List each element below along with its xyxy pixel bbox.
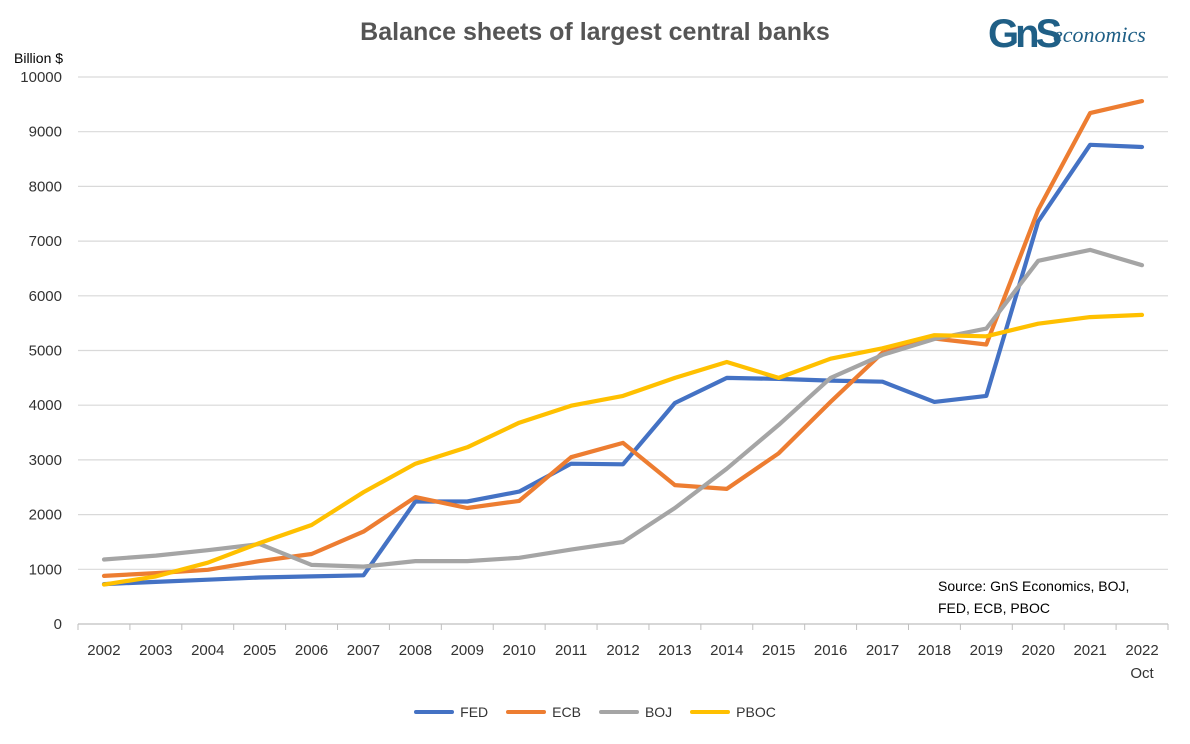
gns-economics-logo: GnS economics (988, 12, 1178, 66)
legend-swatch (690, 710, 731, 714)
x-tick-label: 2019 (970, 642, 1003, 659)
x-tick-label: 2004 (191, 642, 224, 659)
legend-swatch (506, 710, 547, 714)
logo-mark: GnS (988, 12, 1062, 56)
x-tick-label: 2017 (866, 642, 899, 659)
x-tick-label: 2012 (606, 642, 639, 659)
source-line-2: FED, ECB, PBOC (938, 600, 1051, 616)
x-tick-label: 2005 (243, 642, 276, 659)
x-tick-label: 2008 (399, 642, 432, 659)
x-tick-note: Oct (1130, 665, 1154, 682)
series-line-fed (101, 142, 1145, 587)
y-tick-label: 5000 (29, 343, 62, 360)
x-tick-label: 2015 (762, 642, 795, 659)
legend-swatch (598, 710, 639, 714)
legend-item-ecb: ECB (506, 704, 581, 720)
y-tick-label: 8000 (29, 178, 62, 195)
series-line-pboc (101, 312, 1145, 587)
logo-text: economics (1053, 22, 1146, 47)
source-note: Source: GnS Economics, BOJ, FED, ECB, PB… (938, 575, 1129, 619)
legend-label: FED (460, 704, 489, 720)
legend-label: PBOC (736, 704, 776, 720)
y-tick-label: 4000 (29, 397, 62, 414)
y-tick-label: 0 (54, 616, 62, 633)
x-tick-label: 2011 (555, 642, 587, 659)
y-tick-label: 3000 (29, 452, 62, 469)
legend-item-pboc: PBOC (690, 704, 776, 720)
x-tick-label: 2010 (503, 642, 536, 659)
x-tick-label: 2014 (710, 642, 743, 659)
x-tick-label: 2003 (139, 642, 172, 659)
y-tick-label: 10000 (20, 69, 62, 86)
x-tick-label: 2013 (658, 642, 691, 659)
x-tick-label: 2021 (1073, 642, 1106, 659)
x-tick-label: 2018 (918, 642, 951, 659)
y-axis-label: Billion $ (14, 50, 64, 66)
series-line-boj (101, 247, 1145, 569)
x-tick-label: 2009 (451, 642, 484, 659)
legend-swatch (414, 710, 455, 714)
y-tick-label: 1000 (29, 561, 62, 578)
legend-label: ECB (552, 704, 581, 720)
chart-title: Balance sheets of largest central banks (360, 18, 830, 46)
y-tick-label: 7000 (29, 233, 62, 250)
x-tick-label: 2020 (1022, 642, 1055, 659)
x-tick-label: 2016 (814, 642, 847, 659)
legend-label: BOJ (644, 704, 673, 720)
x-tick-label: 2002 (87, 642, 120, 659)
y-tick-label: 9000 (29, 124, 62, 141)
x-tick-label: 2007 (347, 642, 380, 659)
legend: FED ECB BOJ PBOC (0, 704, 1190, 720)
y-tick-label: 6000 (29, 288, 62, 305)
legend-item-boj: BOJ (598, 704, 673, 720)
y-tick-label: 2000 (29, 507, 62, 524)
series-line-ecb (101, 98, 1145, 579)
legend-item-fed: FED (414, 704, 488, 720)
source-line-1: Source: GnS Economics, BOJ, (938, 578, 1130, 594)
x-tick-label: 2022 (1125, 642, 1158, 659)
x-tick-label: 2006 (295, 642, 328, 659)
